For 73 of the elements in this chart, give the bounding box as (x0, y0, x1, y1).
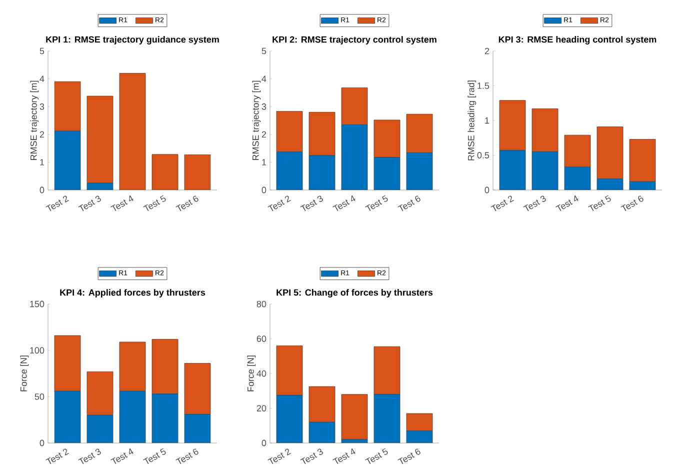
x-tick-label: Test 3 (300, 448, 323, 464)
y-tick-label: 80 (256, 300, 266, 308)
x-tick-label: Test 2 (46, 448, 69, 464)
y-tick-label: 0 (262, 440, 266, 446)
bar (152, 154, 178, 190)
bar (406, 152, 433, 190)
x-tick-label: Test 6 (398, 448, 420, 464)
y-tick-label: 2 (40, 131, 44, 138)
bar (119, 73, 146, 190)
bar (341, 124, 368, 190)
y-tick-label: 40 (256, 370, 266, 377)
bar (374, 157, 400, 190)
y-tick-label: 3 (262, 103, 266, 110)
chart-title: KPI 3: RMSE heading control system (498, 36, 656, 44)
x-tick-label: Test 4 (332, 195, 356, 212)
x-tick-label: Test 2 (268, 448, 291, 464)
x-tick-label: Test 5 (143, 195, 166, 212)
y-tick-label: 0 (40, 440, 44, 446)
chart-title: KPI 5: Change of forces by thrusters (276, 289, 433, 298)
y-axis-title: RMSE trajectory [m] (30, 80, 39, 160)
x-tick-label: Test 3 (523, 196, 546, 212)
y-tick-label: 4 (262, 76, 266, 82)
bar (308, 155, 336, 190)
y-tick-label: 1 (262, 159, 266, 166)
y-tick-label: 5 (40, 48, 44, 54)
y-tick-label: 100 (30, 347, 44, 354)
y-tick-label: 150 (30, 300, 44, 308)
y-tick-label: 0.5 (477, 152, 490, 158)
x-tick-label: Test 5 (143, 448, 166, 464)
x-tick-label: Test 6 (398, 196, 420, 212)
x-tick-label: Test 4 (110, 448, 134, 464)
y-tick-label: 0 (262, 186, 266, 194)
y-tick-label: 60 (256, 336, 266, 342)
chart-title: KPI 4: Applied forces by thrusters (60, 289, 206, 298)
bar (184, 154, 211, 190)
y-axis-title: RMSE heading [rad] (468, 80, 476, 160)
bar (308, 422, 336, 443)
x-tick-label: Test 2 (268, 196, 291, 212)
y-tick-label: 0 (40, 186, 44, 194)
bar (374, 394, 400, 443)
x-tick-label: Test 6 (620, 196, 644, 212)
x-tick-label: Test 4 (556, 195, 578, 212)
bar (276, 152, 303, 190)
y-tick-label: 50 (34, 393, 44, 400)
x-tick-label: Test 2 (490, 196, 514, 212)
y-tick-label: 3 (40, 103, 44, 110)
y-tick-label: 1 (40, 159, 44, 166)
x-tick-label: Test 5 (588, 195, 611, 212)
x-tick-label: Test 2 (46, 196, 69, 212)
x-tick-label: Test 3 (300, 196, 323, 212)
x-tick-label: Test 3 (78, 196, 101, 212)
y-tick-label: 5 (262, 48, 266, 54)
x-tick-label: Test 3 (78, 448, 101, 464)
y-tick-label: 2 (262, 131, 266, 138)
x-tick-label: Test 6 (176, 196, 198, 212)
y-axis-title: RMSE trajectory [m] (252, 80, 261, 160)
bar (406, 430, 433, 443)
y-tick-label: 1.5 (478, 82, 490, 89)
y-tick-label: 1 (485, 117, 490, 124)
y-axis-title: Force [N] (20, 356, 29, 392)
y-tick-label: 0 (484, 186, 490, 194)
y-tick-label: 20 (256, 405, 266, 412)
x-tick-label: Test 5 (365, 448, 388, 464)
x-tick-label: Test 4 (332, 448, 356, 464)
bar (276, 395, 303, 443)
y-axis-title: Force [N] (247, 356, 256, 392)
chart-title: KPI 2: RMSE trajectory control system (272, 36, 436, 44)
y-tick-label: 4 (40, 76, 44, 82)
y-tick-label: 2 (484, 48, 490, 54)
x-tick-label: Test 6 (176, 448, 198, 464)
x-tick-label: Test 4 (110, 195, 134, 212)
x-tick-label: Test 5 (365, 195, 388, 212)
chart-title: KPI 1: RMSE trajectory guidance system (46, 36, 219, 44)
